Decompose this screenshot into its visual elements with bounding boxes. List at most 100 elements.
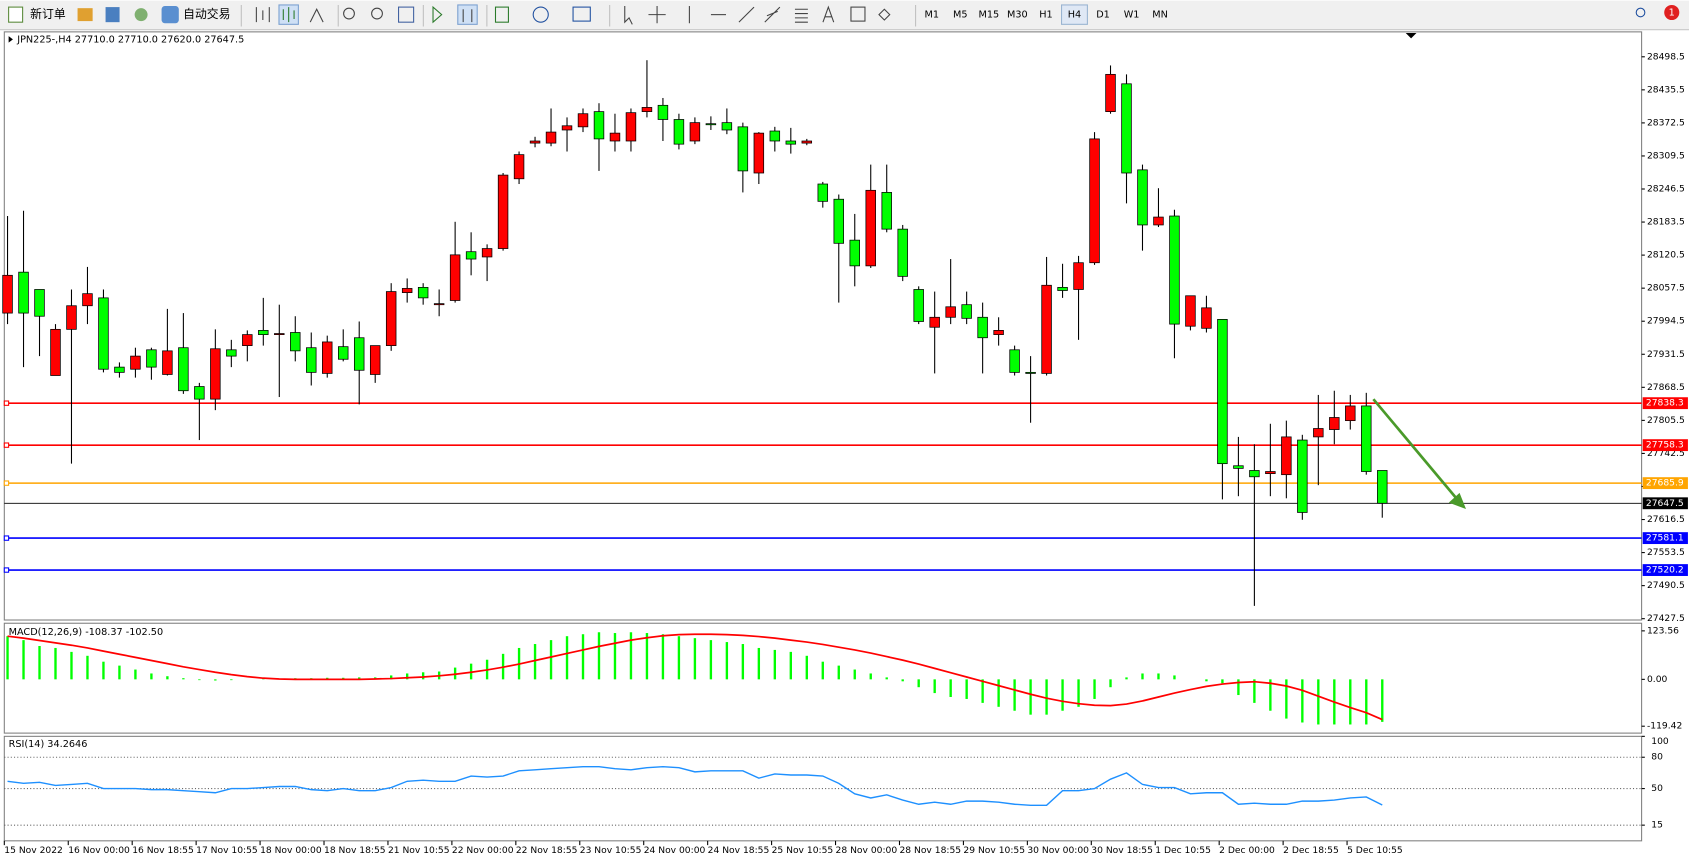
candle-body (945, 306, 956, 318)
chart-layer: 28498.5 28435.5 28372.5 28309.5 28246.5 28183… (2, 52, 1688, 856)
candle-body (1153, 216, 1164, 226)
timeframe-button[interactable]: M30 (1007, 10, 1028, 21)
arrow-head (1448, 492, 1467, 510)
icon[interactable] (850, 6, 866, 22)
icon[interactable] (822, 5, 835, 23)
candle-body (481, 248, 493, 258)
level-handle (3, 535, 10, 541)
icon[interactable] (134, 8, 148, 22)
level-handle (3, 442, 10, 448)
icon[interactable] (77, 8, 93, 22)
toolbar-auto-trading[interactable]: 自动交易 (161, 6, 231, 24)
candle-body (561, 125, 573, 131)
candle-body (577, 113, 589, 128)
x-label: 30 Nov 18:55 (1091, 846, 1153, 856)
candle-body (609, 132, 621, 142)
x-label: 18 Nov 00:00 (260, 846, 322, 856)
icon[interactable] (432, 5, 443, 24)
candle-body (322, 341, 333, 374)
main-header: JPN225-,H4 27710.0 27710.0 27620.0 27647… (16, 34, 244, 45)
notification-badge[interactable] (1664, 4, 1680, 21)
icon[interactable] (1635, 7, 1646, 18)
price-label: 27931.5 (1647, 350, 1685, 360)
icon[interactable] (624, 6, 633, 25)
price-label: 27553.5 (1647, 548, 1685, 558)
candle-body (34, 289, 45, 317)
candle-body (417, 286, 429, 299)
icon[interactable] (572, 6, 591, 22)
icon[interactable] (282, 7, 295, 23)
level-box (1642, 532, 1688, 545)
candle-body (513, 154, 525, 180)
notification-count: 1 (1669, 7, 1675, 18)
x-label: 22 Nov 18:55 (516, 846, 578, 856)
timeframe-button[interactable]: MN (1152, 10, 1168, 21)
candle-body (290, 332, 301, 352)
candle-body (721, 122, 733, 131)
candle-body (817, 183, 829, 202)
rsi-label: 100 (1651, 737, 1669, 747)
candle-body (306, 347, 317, 373)
timeframe-bar: M1 M5 M15 M30 H1 H4 D1 W1 MN (924, 4, 1168, 25)
level-handle (3, 400, 10, 406)
level-handle (3, 567, 10, 573)
candle-body (593, 111, 605, 140)
price-label: 28498.5 (1647, 52, 1685, 62)
icon[interactable] (105, 7, 120, 23)
timeframe-button[interactable]: W1 (1124, 10, 1140, 21)
candle-body (865, 189, 876, 267)
icon[interactable] (878, 8, 891, 21)
icon[interactable] (532, 6, 549, 23)
icon[interactable] (648, 6, 666, 24)
candle-body (929, 316, 940, 328)
candle-body (1041, 284, 1052, 374)
x-label: 28 Nov 00:00 (836, 846, 898, 856)
icon[interactable] (371, 7, 383, 20)
candle-body (1169, 215, 1180, 325)
timeframe-button[interactable]: H1 (1039, 10, 1052, 21)
candle-body (18, 271, 29, 314)
icon[interactable] (255, 7, 270, 23)
icon[interactable] (738, 6, 755, 23)
icon[interactable] (457, 4, 478, 25)
icon (8, 6, 24, 23)
icon (161, 6, 179, 24)
timeframe-button[interactable]: M5 (953, 10, 968, 21)
price-label: 27868.5 (1647, 383, 1685, 393)
icon[interactable] (494, 6, 509, 23)
toolbar-new-order[interactable]: 新订单 (8, 6, 66, 23)
icon[interactable] (309, 8, 324, 23)
x-label: 1 Dec 10:55 (1155, 846, 1211, 856)
timeframe-button[interactable]: M1 (924, 10, 939, 21)
x-label: 24 Nov 18:55 (708, 846, 770, 856)
x-label: 17 Nov 10:55 (196, 846, 258, 856)
candle-body (449, 254, 461, 301)
candle-body (689, 122, 701, 142)
price-label: 28183.5 (1647, 218, 1685, 228)
level-box (1642, 477, 1688, 490)
candle-body (785, 140, 797, 145)
candle-body (801, 140, 813, 144)
level-label: 27838.3 (1646, 399, 1684, 409)
x-label: 28 Nov 18:55 (899, 846, 961, 856)
timeframe-button[interactable]: H4 (1068, 10, 1081, 21)
icon[interactable] (764, 6, 781, 23)
candle-body (1313, 428, 1324, 438)
icon[interactable] (343, 7, 355, 20)
icon[interactable] (398, 6, 415, 23)
icon[interactable] (462, 9, 473, 23)
level-handle (3, 480, 10, 486)
candle-body (897, 228, 908, 277)
timeframe-button[interactable]: M15 (978, 10, 999, 21)
candle-body (242, 334, 253, 346)
candle-body (1137, 169, 1148, 226)
icon[interactable] (794, 8, 808, 23)
timeframe-button[interactable]: D1 (1096, 10, 1110, 21)
price-label: 27805.5 (1647, 416, 1685, 426)
price-label: 28057.5 (1647, 284, 1685, 294)
button-label[interactable]: 新订单 (30, 7, 66, 21)
button-label[interactable]: 自动交易 (183, 7, 230, 21)
macd-label: 123.56 (1647, 626, 1679, 636)
candle-body (1105, 73, 1116, 112)
